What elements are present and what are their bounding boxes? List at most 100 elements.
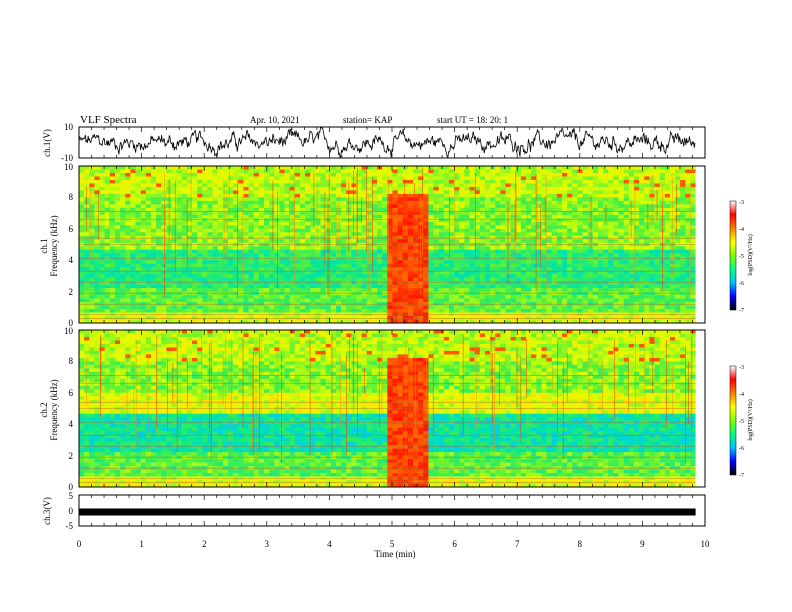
spectrogram-cell bbox=[654, 260, 660, 264]
spectrogram-cell bbox=[371, 225, 378, 230]
spectrogram-cell bbox=[325, 228, 332, 233]
spectrogram-cell bbox=[546, 190, 553, 195]
spectrogram-cell bbox=[351, 207, 357, 212]
spectrogram-cell bbox=[135, 274, 141, 278]
spectrogram-cell bbox=[125, 309, 131, 313]
spectrogram-cell bbox=[526, 295, 532, 299]
spectrogram-cell bbox=[608, 228, 614, 233]
spectrogram-cell bbox=[258, 166, 265, 170]
spectrogram-cell bbox=[186, 281, 193, 285]
spectrogram-cell bbox=[608, 176, 614, 181]
spectrogram-cell bbox=[618, 232, 624, 237]
spectrogram-cell bbox=[413, 249, 419, 254]
spectrogram-cell bbox=[459, 193, 465, 198]
spectrogram-cell bbox=[156, 172, 162, 177]
spectrogram-cell bbox=[418, 172, 424, 177]
spectrogram-cell bbox=[423, 270, 429, 275]
spectrogram-cell bbox=[192, 281, 198, 285]
spectrogram-cell bbox=[577, 295, 583, 299]
spectrogram-cell bbox=[500, 295, 506, 299]
spectrogram-cell bbox=[423, 211, 429, 216]
spectrogram-cell bbox=[351, 263, 357, 268]
spectrogram-cell bbox=[274, 190, 280, 195]
spectrogram-cell bbox=[377, 221, 383, 226]
spectrogram-cell bbox=[459, 172, 465, 177]
spectrogram-cell bbox=[469, 186, 475, 191]
spectrogram-cell bbox=[567, 291, 573, 296]
spectrogram-cell bbox=[613, 235, 619, 240]
spectrogram-cell bbox=[459, 166, 465, 170]
spectrogram-cell bbox=[397, 197, 404, 202]
spectrogram-cell bbox=[495, 274, 501, 278]
spectrogram-cell bbox=[99, 281, 105, 285]
spectrogram-cell bbox=[490, 176, 496, 181]
spectrogram-cell bbox=[202, 284, 208, 289]
spectrogram-cell bbox=[526, 291, 532, 296]
spectrogram-cell bbox=[618, 274, 624, 278]
spectrogram-cell bbox=[145, 235, 152, 240]
spectrogram-cell bbox=[356, 200, 362, 205]
spectrogram-cell bbox=[269, 225, 275, 230]
station-label: station= KAP bbox=[343, 115, 392, 125]
spectrogram-cell bbox=[484, 260, 491, 264]
spectrogram-cell bbox=[664, 218, 671, 223]
spectrogram-cell bbox=[541, 214, 547, 219]
spectrogram-cell bbox=[382, 309, 388, 313]
spectrogram-cell bbox=[145, 253, 152, 258]
spectrogram-cell bbox=[274, 207, 280, 212]
spectrogram-cell bbox=[474, 169, 481, 174]
spectrogram-cell bbox=[382, 281, 388, 285]
spectrogram-cell bbox=[186, 305, 193, 310]
spectrogram-cell bbox=[402, 284, 409, 289]
spectrogram-cell bbox=[351, 309, 357, 313]
spectrogram-cell bbox=[335, 211, 342, 216]
spectrogram-cell bbox=[217, 183, 224, 188]
spectrogram-cell bbox=[407, 186, 414, 191]
spectrogram-cell bbox=[608, 207, 614, 212]
spectrogram-cell bbox=[125, 281, 131, 285]
spectrogram-cell bbox=[99, 166, 105, 170]
spectrogram-cell bbox=[377, 214, 383, 219]
spectrogram-cell bbox=[130, 267, 136, 271]
spectrogram-cell bbox=[202, 288, 208, 292]
spectrogram-cell bbox=[305, 253, 311, 258]
spectrogram-cell bbox=[192, 211, 198, 216]
spectrogram-cell bbox=[186, 197, 193, 202]
spectrogram-cell bbox=[315, 263, 321, 268]
spectrogram-cell bbox=[361, 225, 368, 230]
spectrogram-cell bbox=[685, 263, 691, 268]
spectrogram-cell bbox=[423, 274, 429, 278]
spectrogram-cell bbox=[649, 232, 655, 237]
spectrogram-cell bbox=[135, 291, 141, 296]
spectrogram-cell bbox=[171, 169, 177, 174]
spectrogram-cell bbox=[690, 186, 696, 191]
spectrogram-cell bbox=[135, 298, 141, 303]
spectrogram-cell bbox=[341, 200, 347, 205]
spectrogram-cell bbox=[320, 225, 326, 230]
spectrogram-cell bbox=[120, 274, 126, 278]
spectrogram-cell bbox=[490, 221, 496, 226]
spectrogram-cell bbox=[664, 193, 671, 198]
spectrogram-cell bbox=[644, 214, 650, 219]
spectrogram-cell bbox=[639, 270, 645, 275]
spectrogram-cell bbox=[289, 214, 296, 219]
spectrogram-cell bbox=[382, 267, 388, 271]
spectrogram-cell bbox=[515, 186, 522, 191]
spectrogram-cell bbox=[325, 186, 332, 191]
spectrogram-cell bbox=[248, 267, 255, 271]
spectrogram-cell bbox=[680, 305, 686, 310]
spectrogram-cell bbox=[217, 186, 224, 191]
spectrogram-cell bbox=[346, 176, 352, 181]
spectrogram-cell bbox=[459, 260, 465, 264]
spectrogram-cell bbox=[120, 309, 126, 313]
spectrogram-cell bbox=[79, 298, 85, 303]
spectrogram-cell bbox=[335, 179, 342, 184]
spectrogram-cell bbox=[377, 176, 383, 181]
spectrogram-cell bbox=[500, 200, 506, 205]
spectrogram-cell bbox=[633, 246, 640, 251]
spectrogram-cell bbox=[495, 249, 501, 254]
spectrogram-cell bbox=[135, 193, 141, 198]
spectrogram-cell bbox=[464, 179, 470, 184]
spectrogram-cell bbox=[536, 260, 542, 264]
spectrogram-cell bbox=[387, 305, 393, 310]
